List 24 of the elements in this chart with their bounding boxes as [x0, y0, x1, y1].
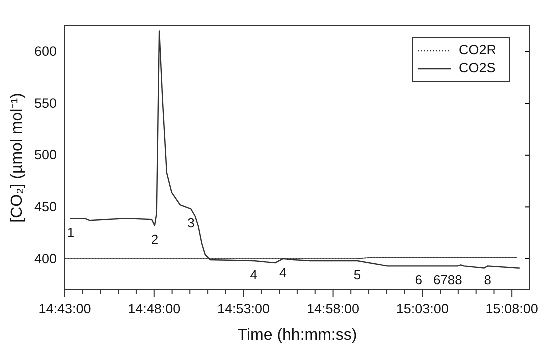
- x-tick-label: 14:53:00: [218, 302, 270, 317]
- legend-label: CO2S: [459, 60, 496, 76]
- y-tick-label: 400: [34, 251, 57, 266]
- y-axis-title: [CO₂] (µmol mol⁻¹): [9, 93, 26, 223]
- annotation: 1: [67, 225, 75, 240]
- annotation: 6788: [433, 272, 462, 288]
- annotation: 2: [151, 232, 159, 248]
- y-tick-label: 500: [34, 148, 57, 163]
- legend-label: CO2R: [459, 42, 497, 58]
- annotation: 8: [484, 272, 492, 288]
- x-axis-title: Time (hh:mm:ss): [238, 327, 358, 344]
- y-tick-label: 550: [34, 96, 57, 111]
- x-tick-label: 14:48:00: [128, 302, 181, 317]
- x-tick-label: 14:58:00: [307, 302, 360, 317]
- annotation: 5: [354, 267, 362, 282]
- x-tick-label: 15:08:00: [486, 302, 538, 317]
- y-tick-label: 450: [34, 199, 57, 214]
- annotation: 4: [250, 267, 258, 282]
- x-tick-label: 14:43:00: [38, 302, 92, 317]
- annotation: 6: [415, 272, 423, 288]
- annotation: 4: [280, 265, 287, 280]
- annotation: 3: [188, 216, 195, 231]
- x-tick-label: 15:03:00: [396, 302, 449, 317]
- y-tick-label: 600: [34, 44, 57, 60]
